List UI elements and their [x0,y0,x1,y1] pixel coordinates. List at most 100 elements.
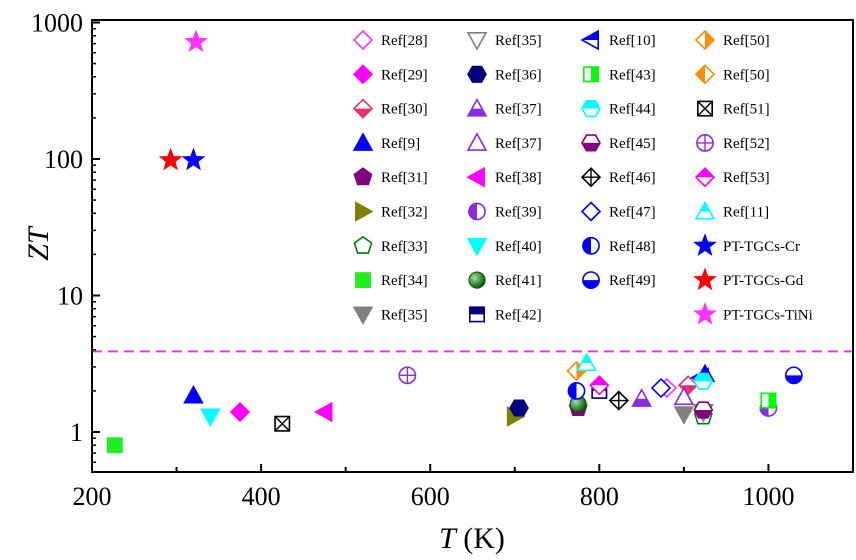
legend-marker [355,201,374,222]
data-point [608,390,629,411]
legend-marker [580,201,602,222]
legend-label: Ref[35] [381,307,428,323]
legend-item: Ref[52] [696,133,770,152]
data-point [576,352,598,372]
legend-item: Ref[39] [468,202,542,221]
legend-label: PT-TGCs-TiNi [723,307,813,323]
legend-label: Ref[31] [381,170,428,186]
legend-marker [696,133,714,152]
legend-label: Ref[43] [609,67,656,83]
data-point [183,384,204,404]
x-tick-label: 200 [73,482,112,511]
legend-item: Ref[32] [355,201,428,222]
legend-label: Ref[44] [609,102,656,118]
x-tick-label: 1000 [742,482,794,511]
data-point [693,372,714,390]
legend-label: Ref[38] [495,170,542,186]
legend-label: Ref[49] [609,273,656,289]
legend-label: Ref[48] [609,239,656,255]
legend-label: Ref[28] [381,33,428,49]
data-point [589,375,610,396]
legend-item: Ref[43] [582,66,656,83]
data-point [673,406,695,425]
x-axis-label-unit: (K) [456,522,505,555]
legend-item: Ref[35] [466,31,542,51]
data-point [313,401,333,423]
legend-marker [582,236,600,255]
data-point [650,377,672,399]
legend-item: Ref[9] [352,132,420,152]
legend-item: Ref[45] [581,134,656,152]
legend-marker [693,233,717,256]
data-point [181,147,206,171]
legend-item: Ref[28] [352,29,428,51]
x-axis-label-symbol: T [439,522,458,555]
legend-item: Ref[31] [353,167,428,186]
data-point [158,147,183,171]
y-axis-label: ZT [22,225,55,261]
data-point [760,392,777,409]
legend-label: Ref[53] [723,170,770,186]
data-point [509,399,529,417]
data-point [106,437,123,454]
y-tick-label: 100 [44,145,83,174]
legend-item: PT-TGCs-Gd [693,267,804,291]
legend-item: PT-TGCs-Cr [693,233,800,256]
legend-marker [582,66,599,83]
legend-label: Ref[50] [723,67,770,83]
legend-item: Ref[47] [580,201,656,222]
legend-marker [352,132,374,151]
legend-label: PT-TGCs-Cr [723,239,800,255]
data-point [274,415,291,432]
legend-label: Ref[42] [495,307,542,323]
legend-item: Ref[38] [466,166,542,188]
legend-item: Ref[48] [582,236,656,255]
legend-label: Ref[11] [723,205,769,221]
legend-marker [694,167,716,188]
legend-label: Ref[37] [495,136,542,152]
legend-label: Ref[9] [381,136,420,152]
legend-marker [696,100,713,117]
data-point [229,401,251,423]
legend-item: Ref[10] [580,29,656,51]
legend-label: Ref[46] [609,170,656,186]
legend-label: PT-TGCs-Gd [723,273,804,289]
legend-item: Ref[44] [581,100,656,118]
legend-item: Ref[51] [696,100,770,118]
legend-item: Ref[46] [580,167,656,188]
x-tick-label: 600 [411,482,450,511]
data-point [398,366,417,385]
legend-marker [693,301,717,325]
legend-item: Ref[33] [353,235,428,255]
legend-marker [355,272,371,289]
data-point [693,401,714,419]
legend-item: Ref[40] [466,237,542,257]
legend-marker [580,167,602,188]
legend-label: Ref[32] [381,205,428,221]
legend-item: Ref[49] [582,271,656,289]
legend-marker [468,202,486,221]
data-point [784,366,803,385]
legend-marker [581,134,601,152]
legend-marker [694,29,716,51]
legend-marker [694,64,716,85]
legend-item: Ref[41] [468,271,542,289]
data-point [200,408,221,427]
y-tick-label: 1000 [31,9,83,38]
legend-label: Ref[30] [381,102,428,118]
legend-marker [466,237,488,257]
legend-label: Ref[45] [609,136,656,152]
legend-label: Ref[52] [723,136,770,152]
legend-marker [581,100,601,118]
legend-marker [352,306,374,325]
legend: Ref[28] Ref[29] Ref[30] Ref[9] Ref[31] Ref[32… [352,29,813,325]
legend-label: Ref[34] [381,273,428,289]
legend-item: Ref[53] [694,167,770,188]
legend-marker [352,64,374,85]
data-point [631,388,652,407]
legend-label: Ref[37] [495,102,542,118]
legend-marker [352,98,374,119]
legend-marker [466,97,488,117]
legend-marker [466,132,488,151]
